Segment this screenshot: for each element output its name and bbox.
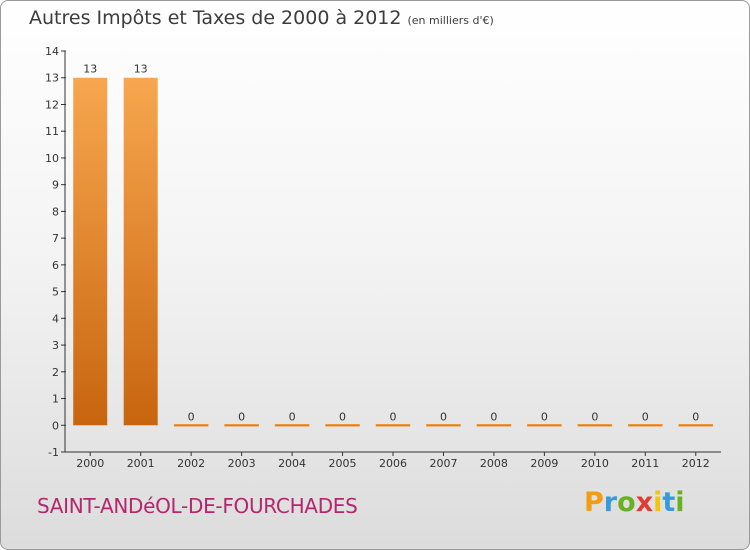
chart-unit-note: (en milliers d'€) [407,14,494,27]
x-tick-label: 2008 [480,457,508,470]
x-tick-label: 2003 [228,457,256,470]
y-tick-label: 2 [52,366,59,379]
bar [678,424,714,427]
data-label: 0 [642,410,649,423]
y-tick-label: 12 [45,98,59,111]
data-label: 0 [289,410,296,423]
y-tick-label: 3 [52,339,59,352]
logo-letter: P [584,487,604,518]
data-label: 0 [440,410,447,423]
x-tick-label: 2006 [379,457,407,470]
logo-letter: r [603,487,618,518]
bar [123,77,158,426]
data-label: 0 [188,410,195,423]
data-label: 0 [591,410,598,423]
logo-letter: x [635,487,654,518]
bar [426,424,461,427]
y-tick-label: 5 [52,286,59,299]
logo-letter: o [617,487,636,518]
y-tick-label: 8 [52,205,59,218]
y-tick-label: 6 [52,259,59,272]
logo-letter: i [653,487,663,518]
data-label: 0 [692,410,699,423]
logo-letter: i [675,487,685,518]
data-label: 13 [134,63,148,76]
data-label: 0 [541,410,548,423]
data-label: 0 [390,410,397,423]
bar [527,424,562,427]
x-tick-label: 2001 [127,457,155,470]
bar [73,77,108,426]
x-tick-label: 2011 [631,457,659,470]
bar [375,424,411,427]
data-label: 0 [238,410,245,423]
data-label: 13 [83,63,97,76]
y-tick-label: 14 [45,45,59,58]
y-tick-label: 0 [52,419,59,432]
data-label: 0 [339,410,346,423]
proxiti-logo[interactable]: Proxiti [584,487,685,518]
x-tick-label: 2010 [581,457,609,470]
x-tick-label: 2000 [76,457,104,470]
y-tick-label: -1 [48,446,59,459]
chart-title-text: Autres Impôts et Taxes de 2000 à 2012 [29,7,402,29]
y-tick-label: 10 [45,152,59,165]
location-name: SAINT-ANDéOL-DE-FOURCHADES [37,494,358,518]
x-tick-label: 2012 [682,457,710,470]
x-tick-label: 2007 [429,457,457,470]
y-tick-label: 11 [45,125,59,138]
x-tick-label: 2005 [329,457,357,470]
x-tick-label: 2009 [530,457,558,470]
y-tick-label: 7 [52,232,59,245]
logo-letter: t [662,487,676,518]
bar [628,424,663,427]
bar [476,424,512,427]
y-tick-label: 1 [52,393,59,406]
y-tick-label: 9 [52,179,59,192]
y-tick-label: 4 [52,312,59,325]
bar [577,424,613,427]
x-tick-label: 2002 [177,457,205,470]
x-tick-label: 2004 [278,457,306,470]
y-tick-label: 13 [45,72,59,85]
bar [274,424,310,427]
chart-title: Autres Impôts et Taxes de 2000 à 2012 (en… [29,7,494,29]
data-label: 0 [490,410,497,423]
bar [173,424,209,427]
bar [224,424,259,427]
bar [325,424,360,427]
